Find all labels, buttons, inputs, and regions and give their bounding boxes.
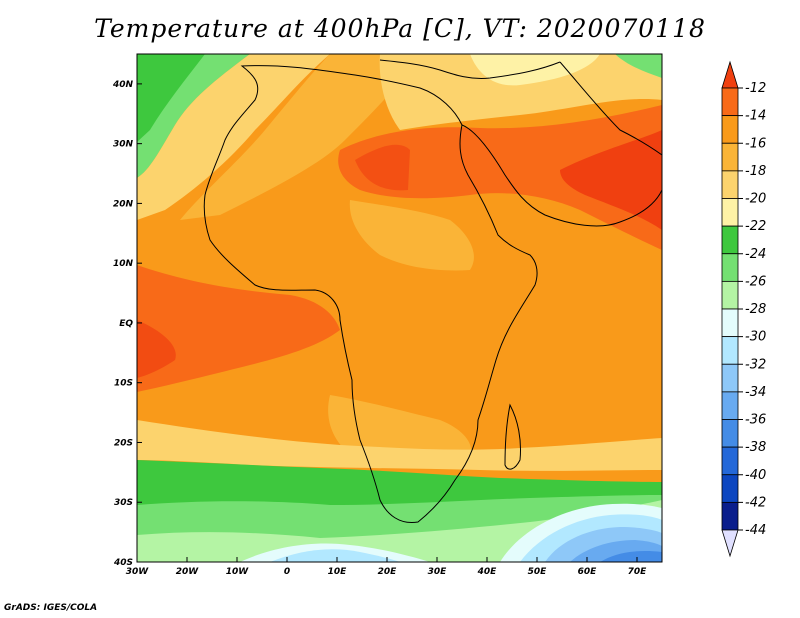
longitude-axis: 30W 20W 10W 0 10E 20E 30E 40E 50E 60E 70E (126, 557, 647, 577)
colorbar-label: -16 (745, 136, 766, 151)
colorbar-top-arrow (721, 60, 739, 89)
colorbar-swatch (721, 363, 739, 393)
lon-tick-label: 70E (628, 567, 648, 577)
colorbar-swatch (721, 198, 739, 227)
credit-text: GrADS: IGES/COLA (4, 603, 98, 613)
lon-tick-label: 30E (428, 567, 448, 577)
colorbar-label: -42 (745, 495, 766, 510)
colorbar-swatch (721, 170, 739, 199)
colorbar-swatch (721, 225, 739, 255)
lat-tick-label: EQ (119, 319, 133, 329)
colorbar-swatch (721, 253, 739, 282)
colorbar-label: -30 (745, 330, 766, 345)
lon-tick-label: 30W (126, 567, 150, 577)
colorbar-swatch (721, 280, 739, 310)
colorbar-swatch (721, 142, 739, 172)
colorbar-label: -12 (745, 81, 766, 96)
lat-tick-label: 10N (113, 259, 134, 269)
colorbar-label: -18 (745, 164, 766, 179)
colorbar-swatch (721, 501, 739, 531)
colorbar-label: -20 (745, 192, 766, 207)
colorbar-swatch (721, 308, 739, 338)
lon-tick-label: 50E (528, 567, 548, 577)
colorbar-swatch (721, 419, 739, 448)
lat-tick-label: 40N (112, 80, 134, 90)
map-title: Temperature at 400hPa [C], VT: 202007011… (94, 14, 706, 43)
colorbar-swatch (721, 391, 739, 420)
colorbar-swatch (721, 87, 739, 117)
colorbar-label: -22 (745, 219, 766, 234)
colorbar-swatch (721, 474, 739, 503)
colorbar-label: -14 (745, 109, 766, 124)
lon-tick-label: 20E (378, 567, 398, 577)
lon-tick-label: 10W (226, 567, 250, 577)
colorbar-label: -32 (745, 357, 766, 372)
colorbar-label: -34 (745, 385, 766, 400)
lat-tick-label: 40S (113, 558, 133, 568)
coastline (203, 59, 662, 524)
colorbar-swatch (721, 115, 739, 144)
lat-tick-label: 10S (114, 379, 133, 389)
colorbar-label: -44 (745, 523, 766, 538)
colorbar-label: -40 (745, 468, 766, 483)
lon-tick-label: 60E (578, 567, 598, 577)
colorbar-label: -36 (745, 413, 766, 428)
colorbar-label: -38 (745, 440, 766, 455)
colorbar: -12 -14 -16 -18 -20 -22 -24 -26 -28 -30 -32 -34 -36 -… (721, 60, 766, 558)
colorbar-swatch (721, 336, 739, 365)
latitude-axis: 40N 30N 20N 10N EQ 10S 20S 30S 40S (112, 80, 142, 568)
colorbar-swatch (721, 446, 739, 476)
colorbar-label: -26 (745, 274, 766, 289)
colorbar-label: -28 (745, 302, 766, 317)
lon-tick-label: 20W (176, 567, 200, 577)
lon-tick-label: 40E (477, 567, 498, 577)
lat-tick-label: 30S (114, 498, 133, 508)
lon-tick-label: 10E (328, 567, 348, 577)
lat-tick-label: 20N (113, 199, 134, 209)
colorbar-label: -24 (745, 247, 766, 262)
lat-tick-label: 30N (113, 140, 134, 150)
temperature-field (137, 54, 662, 562)
colorbar-bottom-arrow (721, 529, 739, 558)
lat-tick-label: 20S (114, 438, 133, 448)
lon-tick-label: 0 (284, 567, 290, 577)
plot-frame (136, 53, 663, 563)
